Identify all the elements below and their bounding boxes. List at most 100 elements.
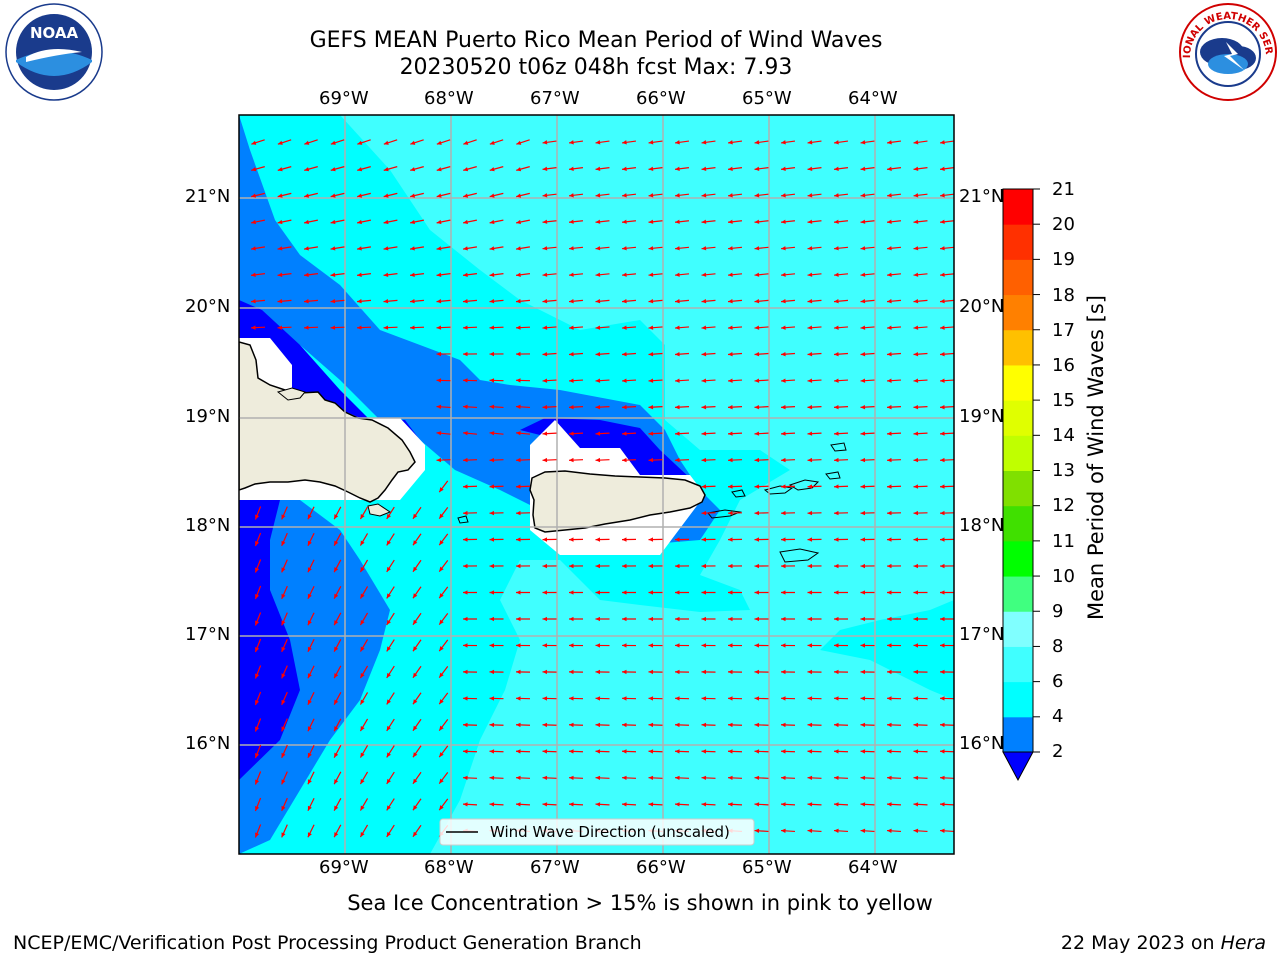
wind-wave-arrowhead: [463, 378, 468, 383]
wind-wave-arrowhead: [781, 722, 786, 728]
wind-wave-arrowhead: [728, 246, 733, 251]
wind-wave-arrowhead: [701, 404, 707, 410]
wind-wave-arrowhead: [542, 404, 548, 410]
wind-wave-arrowhead: [807, 193, 813, 198]
wind-wave-arrowhead: [834, 590, 839, 595]
wind-wave-arrowhead: [940, 510, 945, 516]
wind-wave-arrowhead: [860, 510, 866, 516]
wind-wave-arrowhead: [834, 457, 839, 463]
lat-label-left-17n: 17°N: [185, 624, 231, 645]
wind-wave-arrowhead: [887, 193, 892, 198]
wind-wave-arrowhead: [307, 726, 312, 732]
wind-wave-arrowhead: [834, 299, 839, 304]
wind-wave-arrowhead: [569, 246, 574, 251]
wind-wave-arrowhead: [701, 457, 707, 463]
wind-wave-arrowhead: [357, 299, 362, 304]
wind-wave-arrowhead: [569, 140, 574, 145]
wind-wave-arrowhead: [887, 352, 892, 357]
wind-wave-arrowhead: [489, 802, 495, 807]
wind-wave-arrowhead: [675, 775, 680, 781]
wind-wave-arrowhead: [489, 643, 495, 648]
wind-wave-arrowhead: [436, 404, 442, 410]
wind-wave-arrowhead: [940, 669, 945, 675]
wind-wave-arrowhead: [648, 722, 654, 728]
wind-wave-arrowhead: [357, 140, 363, 145]
wind-wave-arrowhead: [360, 620, 365, 626]
land-st-croix: [779, 548, 820, 563]
wind-wave-arrowhead: [436, 378, 442, 383]
wind-wave-arrowhead: [887, 775, 892, 781]
wind-wave-arrowhead: [834, 828, 839, 834]
wind-wave-arrowhead: [781, 193, 786, 198]
wind-wave-arrowhead: [277, 246, 283, 251]
wind-wave-arrowhead: [754, 722, 760, 728]
wind-wave-arrowhead: [807, 457, 813, 463]
wind-wave-arrowhead: [887, 563, 892, 569]
wind-wave-arrowhead: [940, 431, 945, 436]
nws-logo: NATIONAL WEATHER SERVICE: [1174, 0, 1278, 106]
wind-wave-arrowhead: [542, 457, 548, 463]
wind-wave-arrowhead: [834, 352, 839, 357]
wind-wave-arrowhead: [860, 669, 866, 675]
land-tortuga: [276, 387, 306, 401]
wind-wave-arrowhead: [489, 167, 495, 172]
wind-wave-arrowhead: [463, 272, 468, 277]
wind-wave-arrowhead: [360, 832, 365, 838]
wind-wave-arrowhead: [887, 484, 892, 489]
wind-wave-arrowhead: [728, 590, 733, 595]
wind-wave-arrowhead: [542, 378, 548, 383]
wind-wave-arrowhead: [834, 378, 839, 383]
wind-wave-arrowhead: [463, 193, 469, 198]
wind-wave-arrowhead: [754, 590, 760, 595]
wind-wave-arrowhead: [255, 673, 260, 679]
wind-wave-arrowhead: [360, 540, 365, 546]
wind-wave-arrowhead: [701, 563, 707, 569]
wind-wave-arrowhead: [648, 140, 654, 145]
lon-label-bottom-65w: 65°W: [742, 857, 792, 878]
wind-wave-arrows: [250, 139, 954, 838]
wind-wave-arrowhead: [913, 404, 919, 410]
wind-wave-arrowhead: [913, 431, 919, 436]
wind-wave-arrowhead: [834, 722, 839, 728]
wind-wave-arrowhead: [516, 272, 521, 277]
wind-wave-arrowhead: [807, 643, 813, 648]
wind-wave-arrowhead: [595, 616, 601, 622]
land-anegada: [830, 442, 847, 452]
wind-wave-arrowhead: [834, 272, 839, 277]
lat-label-right-19n: 19°N: [959, 406, 1005, 427]
wind-wave-arrowhead: [675, 696, 680, 701]
wind-wave-arrowhead: [781, 457, 786, 463]
wind-wave-arrowhead: [781, 246, 786, 251]
colorbar-segment: [1003, 294, 1033, 331]
wind-wave-arrowhead: [807, 563, 813, 569]
wind-wave-arrowhead: [330, 193, 336, 198]
wind-wave-arrowhead: [277, 299, 283, 304]
wind-wave-arrowhead: [807, 828, 813, 834]
wind-wave-arrowhead: [463, 643, 468, 648]
wind-wave-arrowhead: [412, 566, 418, 572]
wind-wave-arrowhead: [357, 193, 363, 198]
wind-wave-arrowhead: [307, 832, 312, 838]
wind-wave-arrowhead: [807, 749, 813, 754]
wind-wave-arrowhead: [754, 378, 760, 383]
wind-wave-arrowhead: [569, 563, 574, 569]
wind-wave-arrowhead: [781, 669, 786, 675]
wind-wave-arrowhead: [516, 802, 521, 807]
wind-wave-arrowhead: [383, 272, 389, 277]
colorbar-tick-16: 16: [1052, 355, 1075, 376]
wind-wave-arrowhead: [940, 484, 945, 489]
wind-wave-arrowhead: [860, 590, 866, 595]
wind-wave-arrowhead: [360, 593, 365, 599]
wind-wave-arrowhead: [860, 696, 866, 701]
field-0-2-southwest: [239, 500, 300, 780]
wind-wave-arrowhead: [860, 775, 866, 781]
wind-wave-arrowhead: [701, 722, 707, 728]
wind-wave-arrowhead: [439, 646, 444, 652]
wind-wave-arrowhead: [542, 563, 548, 569]
wind-wave-arrowhead: [330, 246, 336, 251]
wind-wave-arrowhead: [781, 616, 786, 622]
wind-wave-arrowhead: [330, 140, 336, 145]
wind-wave-arrowhead: [386, 778, 391, 784]
wind-wave-arrowhead: [360, 646, 365, 652]
wind-wave-arrowhead: [281, 805, 286, 811]
